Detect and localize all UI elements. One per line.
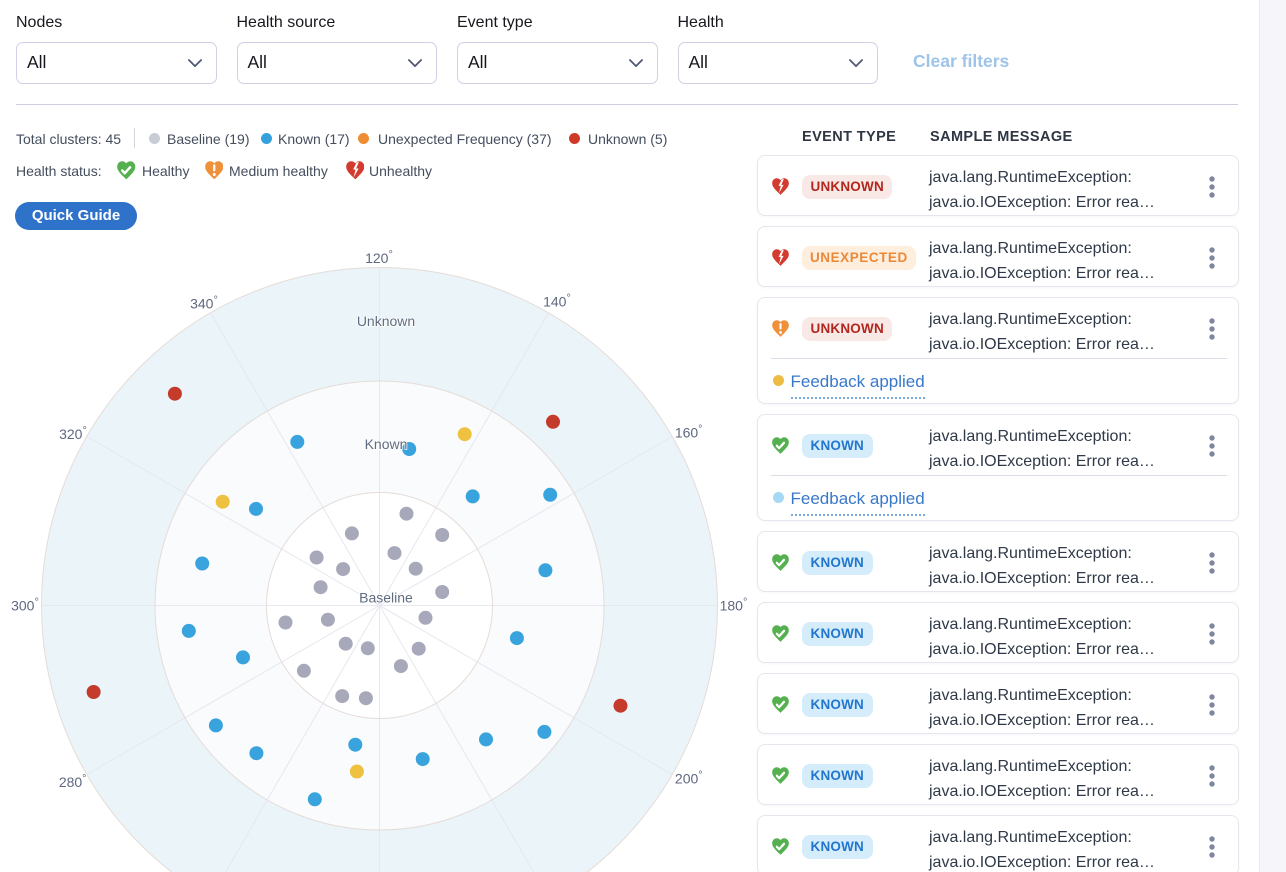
svg-text:Known: Known xyxy=(365,436,408,452)
svg-text:340°: 340° xyxy=(190,294,218,311)
svg-text:140°: 140° xyxy=(543,293,571,310)
svg-text:120°: 120° xyxy=(365,249,393,266)
svg-text:180°: 180° xyxy=(720,597,748,614)
svg-text:320°: 320° xyxy=(59,425,87,442)
svg-text:Unknown: Unknown xyxy=(357,313,415,329)
svg-text:280°: 280° xyxy=(59,773,87,790)
svg-text:300°: 300° xyxy=(11,597,39,614)
svg-text:200°: 200° xyxy=(675,770,703,787)
svg-text:160°: 160° xyxy=(675,424,703,441)
svg-text:Baseline: Baseline xyxy=(359,590,413,606)
